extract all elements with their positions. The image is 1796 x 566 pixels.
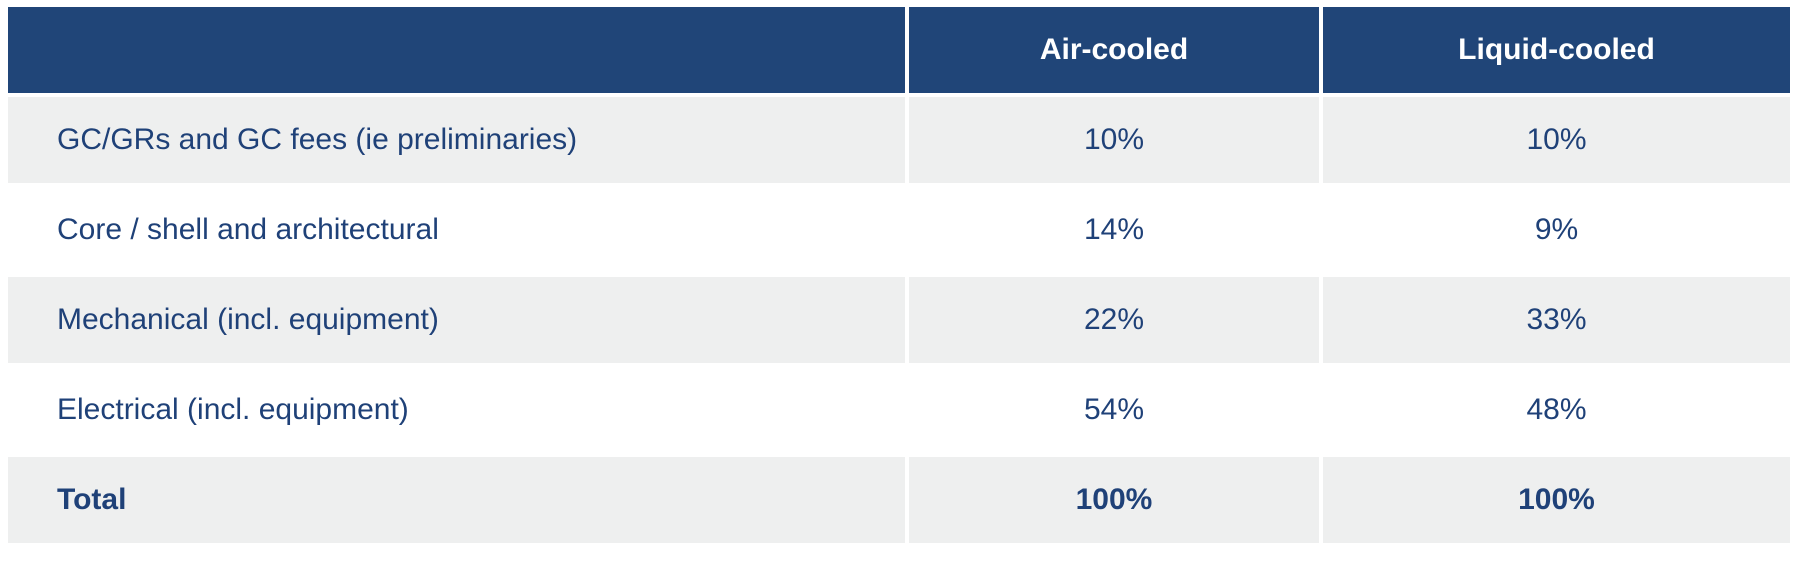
liquid-cooled-value: 48% — [1323, 367, 1790, 453]
total-row: Total 100% 100% — [8, 457, 1790, 543]
row-label: Mechanical (incl. equipment) — [8, 277, 905, 363]
air-cooled-value: 54% — [909, 367, 1319, 453]
cost-breakdown-table-container: Air-cooled Liquid-cooled GC/GRs and GC f… — [8, 7, 1790, 543]
header-cell-liquid-cooled: Liquid-cooled — [1323, 7, 1790, 93]
liquid-cooled-total: 100% — [1323, 457, 1790, 543]
header-cell-empty — [8, 7, 905, 93]
header-row: Air-cooled Liquid-cooled — [8, 7, 1790, 93]
row-label: Electrical (incl. equipment) — [8, 367, 905, 453]
liquid-cooled-value: 33% — [1323, 277, 1790, 363]
liquid-cooled-value: 10% — [1323, 97, 1790, 183]
table-row: Core / shell and architectural 14% 9% — [8, 187, 1790, 273]
cost-breakdown-table: Air-cooled Liquid-cooled GC/GRs and GC f… — [4, 3, 1794, 547]
table-row: Mechanical (incl. equipment) 22% 33% — [8, 277, 1790, 363]
liquid-cooled-value: 9% — [1323, 187, 1790, 273]
air-cooled-value: 22% — [909, 277, 1319, 363]
row-label: Core / shell and architectural — [8, 187, 905, 273]
table-row: GC/GRs and GC fees (ie preliminaries) 10… — [8, 97, 1790, 183]
air-cooled-total: 100% — [909, 457, 1319, 543]
row-label: GC/GRs and GC fees (ie preliminaries) — [8, 97, 905, 183]
total-label: Total — [8, 457, 905, 543]
air-cooled-value: 14% — [909, 187, 1319, 273]
air-cooled-value: 10% — [909, 97, 1319, 183]
table-row: Electrical (incl. equipment) 54% 48% — [8, 367, 1790, 453]
header-cell-air-cooled: Air-cooled — [909, 7, 1319, 93]
